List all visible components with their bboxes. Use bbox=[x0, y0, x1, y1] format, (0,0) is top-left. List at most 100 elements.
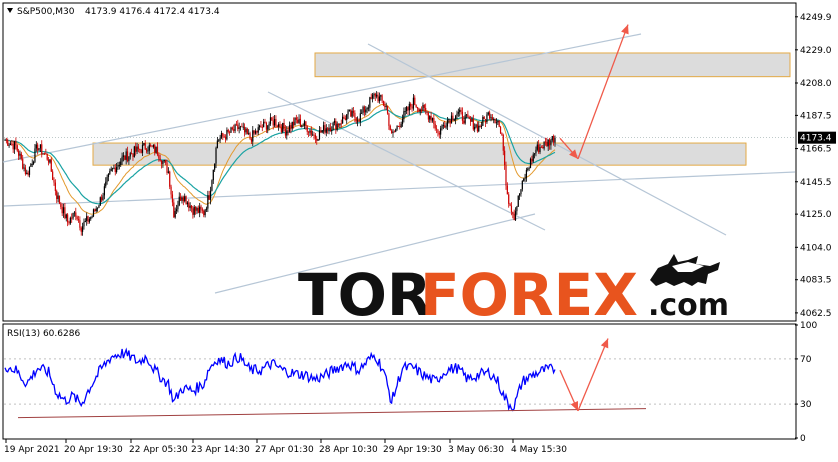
candle-body bbox=[350, 110, 352, 117]
candle-body bbox=[498, 120, 500, 127]
candle-body bbox=[442, 125, 444, 127]
candle-body bbox=[322, 125, 325, 131]
price-tick-label: 4187.5 bbox=[800, 111, 832, 121]
candle-body bbox=[318, 130, 321, 140]
candle-body bbox=[401, 119, 404, 125]
candle-body bbox=[199, 206, 201, 213]
candle-body bbox=[414, 97, 416, 105]
candle-body bbox=[283, 122, 285, 130]
candle-body bbox=[366, 107, 368, 110]
candle-body bbox=[53, 179, 55, 183]
candle-body bbox=[124, 155, 126, 160]
candle-body bbox=[499, 126, 502, 134]
forecast-arrow-up-head bbox=[621, 24, 629, 35]
candle-body bbox=[554, 137, 556, 143]
candle-body bbox=[13, 141, 16, 150]
rsi-line bbox=[4, 347, 556, 412]
candle-body bbox=[196, 207, 198, 211]
price-tick-label: 4145.5 bbox=[800, 178, 832, 188]
candle-body bbox=[407, 107, 409, 111]
candle-body bbox=[11, 143, 13, 145]
candle-body bbox=[533, 153, 536, 155]
candle-body bbox=[430, 116, 432, 121]
brand-forex: FOREX bbox=[420, 261, 638, 329]
candle-body bbox=[235, 124, 238, 126]
channel-line bbox=[3, 171, 796, 207]
candle-body bbox=[480, 125, 483, 127]
candle-body bbox=[469, 118, 472, 122]
candle-body bbox=[356, 120, 359, 122]
candle-body bbox=[208, 195, 210, 200]
candle-body bbox=[258, 125, 261, 128]
candle-body bbox=[84, 221, 86, 223]
candle-body bbox=[410, 103, 412, 107]
candle-body bbox=[547, 139, 549, 147]
candle-body bbox=[261, 127, 263, 129]
candle-body bbox=[8, 145, 10, 146]
rsi-arrow-up-head bbox=[600, 338, 609, 349]
candle-body bbox=[253, 130, 255, 134]
candle-body bbox=[177, 205, 179, 210]
price-tick-label: 4208.0 bbox=[800, 79, 832, 89]
candle-body bbox=[57, 195, 59, 200]
candle-body bbox=[81, 226, 84, 232]
candle-body bbox=[392, 131, 394, 134]
candle-body bbox=[316, 138, 318, 141]
candle-body bbox=[56, 190, 58, 200]
candle-body bbox=[58, 195, 61, 204]
candle-body bbox=[531, 158, 533, 162]
candle-body bbox=[294, 117, 296, 126]
candle-body bbox=[478, 125, 480, 132]
candle-body bbox=[529, 158, 532, 168]
price-axis: 4249.9 4229.0 4208.0 4187.5 4166.5 4145.5 4125… bbox=[795, 13, 832, 319]
candle-body bbox=[265, 122, 267, 130]
candle-body bbox=[348, 110, 351, 111]
candle-body bbox=[543, 141, 545, 149]
candle-body bbox=[408, 103, 410, 111]
brand-com: .com bbox=[648, 288, 729, 323]
candle-body bbox=[527, 168, 529, 170]
candle-body bbox=[189, 205, 191, 208]
candle-body bbox=[536, 144, 538, 150]
candle-body bbox=[273, 118, 276, 126]
candle-body bbox=[223, 136, 225, 138]
candle-body bbox=[520, 189, 522, 195]
candle-body bbox=[448, 119, 450, 121]
chart-header: S&P500,M30 4173.9 4176.4 4172.4 4173.4 bbox=[7, 7, 220, 17]
candle-body bbox=[340, 123, 342, 125]
candle-body bbox=[42, 153, 44, 155]
candle-body bbox=[377, 94, 379, 102]
candle-body bbox=[184, 196, 186, 202]
time-tick-label: 3 May 06:30 bbox=[448, 445, 504, 455]
candle-body bbox=[154, 145, 156, 153]
candle-body bbox=[215, 147, 217, 164]
rsi-tick-label: 70 bbox=[800, 355, 812, 365]
candle-body bbox=[96, 207, 99, 209]
candle-body bbox=[484, 119, 487, 123]
candle-body bbox=[302, 125, 304, 127]
time-tick-label: 4 May 15:30 bbox=[511, 445, 567, 455]
channel-line bbox=[2, 33, 642, 163]
candle-body bbox=[144, 143, 146, 150]
rsi-series bbox=[4, 338, 647, 419]
candle-body bbox=[69, 217, 71, 224]
candle-body bbox=[245, 128, 247, 133]
candle-body bbox=[80, 227, 82, 232]
candle-body bbox=[46, 153, 48, 160]
candle-body bbox=[389, 125, 391, 131]
candle-body bbox=[207, 195, 209, 209]
candle-body bbox=[209, 190, 212, 200]
candle-body bbox=[461, 111, 464, 121]
candle-body bbox=[508, 194, 510, 204]
time-tick-label: 23 Apr 14:30 bbox=[191, 445, 250, 455]
candle-body bbox=[263, 121, 265, 128]
candle-body bbox=[452, 115, 454, 121]
candle-body bbox=[347, 110, 349, 115]
candle-body bbox=[254, 131, 257, 134]
candle-body bbox=[363, 106, 366, 113]
candle-body bbox=[336, 123, 338, 130]
candle-body bbox=[230, 127, 232, 133]
candle-body bbox=[185, 196, 187, 205]
candle-body bbox=[28, 166, 31, 175]
